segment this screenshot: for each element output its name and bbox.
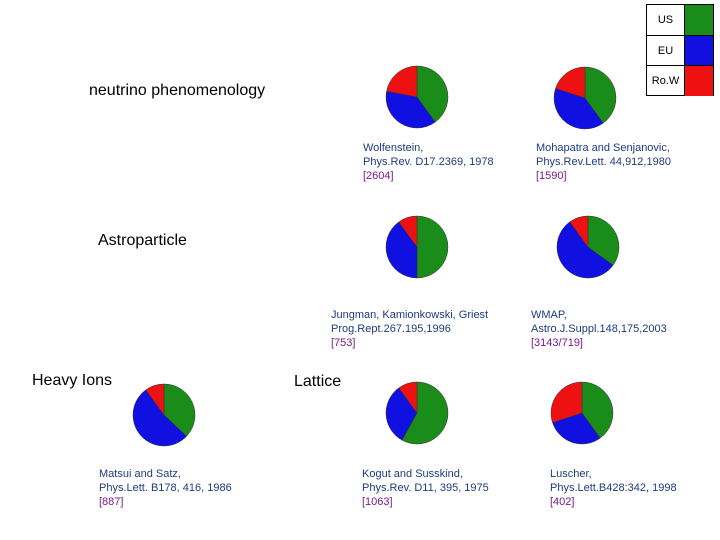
slice-row: [555, 66, 586, 99]
citation-journal: Phys.Rev.Lett. 44,912,1980: [536, 156, 671, 168]
citation-mohapatra: Mohapatra and Senjanovic, Phys.Rev.Lett.…: [536, 141, 671, 183]
slice-us: [584, 66, 617, 124]
slice-row: [398, 215, 418, 248]
slice-row: [386, 65, 418, 98]
slice-row: [569, 215, 589, 248]
slice-eu: [385, 387, 418, 441]
citation-luscher: Luscher, Phys.Lett.B428:342, 1998 [402]: [550, 467, 677, 509]
slice-eu: [132, 389, 187, 447]
legend-label: US: [647, 5, 685, 35]
citation-authors: Matsui and Satz,: [99, 468, 181, 480]
legend: US EU Ro.W: [646, 4, 714, 96]
citation-matsui-satz: Matsui and Satz, Phys.Lett. B178, 416, 1…: [99, 467, 232, 509]
citation-count: [3143/719]: [531, 337, 583, 349]
citation-wolfenstein: Wolfenstein, Phys.Rev. D17.2369, 1978 [2…: [363, 141, 494, 183]
slice-us: [587, 215, 620, 266]
slice-us: [401, 381, 449, 445]
legend-swatch: [685, 66, 713, 96]
citation-journal: Astro.J.Suppl.148,175,2003: [531, 323, 667, 335]
citation-count: [753]: [331, 337, 356, 349]
citation-count: [2604]: [363, 170, 394, 182]
citation-journal: Phys.Lett. B178, 416, 1986: [99, 482, 232, 494]
slice-eu: [552, 412, 601, 445]
legend-item-us: US: [647, 5, 713, 35]
citation-kogut-susskind: Kogut and Susskind, Phys.Rev. D11, 395, …: [362, 467, 489, 509]
slice-eu: [553, 88, 604, 130]
legend-item-eu: EU: [647, 35, 713, 66]
citation-authors: Jungman, Kamionkowski, Griest: [331, 309, 489, 321]
slice-eu: [385, 90, 436, 129]
citation-authors: Luscher,: [550, 468, 592, 480]
legend-swatch: [685, 36, 713, 66]
section-title-astroparticle: Astroparticle: [98, 232, 187, 249]
legend-item-row: Ro.W: [647, 65, 713, 96]
citation-authors: Wolfenstein,: [363, 142, 424, 154]
slice-row: [145, 383, 165, 416]
citation-journal: Prog.Rept.267.195,1996: [331, 323, 451, 335]
slice-us: [581, 381, 614, 439]
citation-journal: Phys.Rev. D11, 395, 1975: [362, 482, 489, 494]
citation-wmap: WMAP, Astro.J.Suppl.148,175,2003 [3143/7…: [531, 308, 667, 350]
citation-count: [887]: [99, 496, 124, 508]
citation-jungman: Jungman, Kamionkowski, Griest Prog.Rept.…: [331, 308, 488, 350]
citation-journal: Phys.Rev. D17.2369, 1978: [363, 156, 494, 168]
slice-us: [416, 215, 449, 279]
legend-label: Ro.W: [647, 66, 685, 96]
section-title-heavy-ions: Heavy Ions: [32, 372, 113, 389]
citation-count: [1590]: [536, 170, 567, 182]
section-title-neutrino: neutrino phenomenology: [89, 82, 266, 99]
section-title-lattice: Lattice: [294, 373, 342, 390]
legend-swatch: [685, 5, 713, 35]
slice-us: [163, 383, 196, 437]
citation-authors: WMAP,: [531, 309, 567, 321]
citation-authors: Mohapatra and Senjanovic,: [536, 142, 670, 154]
slice-eu: [385, 221, 418, 279]
citation-count: [1063]: [362, 496, 393, 508]
citation-count: [402]: [550, 496, 575, 508]
legend-label: EU: [647, 36, 685, 66]
citation-journal: Phys.Lett.B428:342, 1998: [550, 482, 677, 494]
slice-eu: [556, 221, 614, 279]
slice-row: [398, 381, 418, 414]
slice-row: [550, 381, 583, 423]
citation-authors: Kogut and Susskind,: [362, 468, 463, 480]
slice-us: [416, 65, 449, 123]
